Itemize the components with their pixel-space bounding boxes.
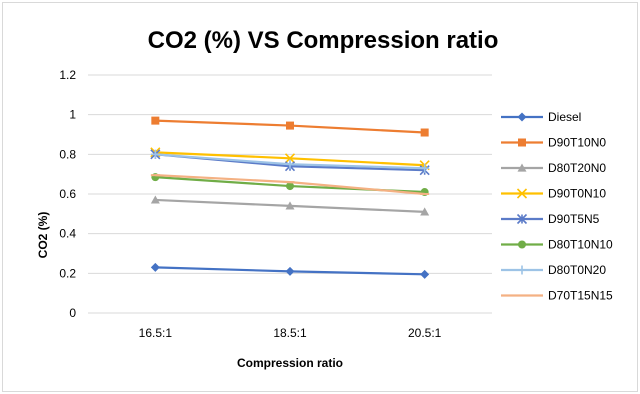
data-point <box>420 163 430 173</box>
data-point <box>517 265 527 275</box>
series-d70t15n15 <box>150 174 430 196</box>
x-tick-label: 18.5:1 <box>273 326 307 340</box>
x-tick-labels: 16.5:1 18.5:1 20.5:1 <box>139 326 442 340</box>
data-point <box>420 269 430 279</box>
legend-item: D70T15N15 <box>501 289 613 303</box>
data-point <box>285 266 295 276</box>
y-tick-label: 0.8 <box>59 147 76 161</box>
series-d90t10n0 <box>151 116 429 137</box>
x-axis-title: Compression ratio <box>237 356 343 370</box>
series-d80t20n0 <box>150 195 430 216</box>
data-point <box>285 201 295 210</box>
y-tick-label: 0.2 <box>59 266 76 280</box>
legend-item: D90T0N10 <box>501 187 606 201</box>
legend-item: D90T10N0 <box>501 136 606 150</box>
legend-label: D90T10N0 <box>548 136 606 150</box>
data-point <box>150 149 160 159</box>
series-group <box>150 116 430 279</box>
legend: Diesel D90T10N0 D80T20N0 D90T0N10 D90T5N5 D80… <box>501 110 613 303</box>
data-point <box>517 112 527 122</box>
legend-item: Diesel <box>501 110 581 124</box>
data-point <box>517 163 527 172</box>
legend-item: D90T5N5 <box>501 212 600 226</box>
series-d80t0n20 <box>150 149 430 173</box>
data-point <box>150 195 160 204</box>
y-tick-labels: 0 0.2 0.4 0.6 0.8 1 1.2 <box>59 68 76 320</box>
chart-title: CO2 (%) VS Compression ratio <box>148 27 499 54</box>
y-tick-label: 1 <box>69 108 76 122</box>
data-point <box>420 128 429 137</box>
legend-label: D70T15N15 <box>548 289 613 303</box>
y-tick-label: 1.2 <box>59 68 76 82</box>
data-point <box>516 213 528 225</box>
data-point <box>286 121 294 130</box>
legend-item: D80T0N20 <box>501 263 606 277</box>
x-tick-label: 16.5:1 <box>139 326 173 340</box>
y-tick-label: 0.6 <box>59 187 76 201</box>
gridlines <box>88 74 492 314</box>
data-point <box>516 188 528 199</box>
data-point <box>286 182 294 191</box>
legend-label: D90T0N10 <box>548 187 606 201</box>
data-point <box>284 153 296 164</box>
data-point <box>420 207 430 216</box>
legend-item: D80T10N10 <box>501 238 613 252</box>
legend-label: Diesel <box>548 110 581 124</box>
data-point <box>518 138 526 147</box>
data-point <box>150 262 160 272</box>
series-diesel <box>150 262 430 279</box>
legend-label: D80T10N10 <box>548 238 613 252</box>
legend-label: D80T0N20 <box>548 263 606 277</box>
legend-label: D80T20N0 <box>548 161 606 175</box>
data-point <box>518 240 526 249</box>
legend-item: D80T20N0 <box>501 161 606 175</box>
y-tick-label: 0.4 <box>59 227 76 241</box>
y-axis-title: CO2 (%) <box>36 212 50 259</box>
x-tick-label: 20.5:1 <box>408 326 442 340</box>
legend-label: D90T5N5 <box>548 212 600 226</box>
data-point <box>285 159 295 169</box>
y-tick-label: 0 <box>69 306 76 320</box>
data-point <box>151 116 160 125</box>
